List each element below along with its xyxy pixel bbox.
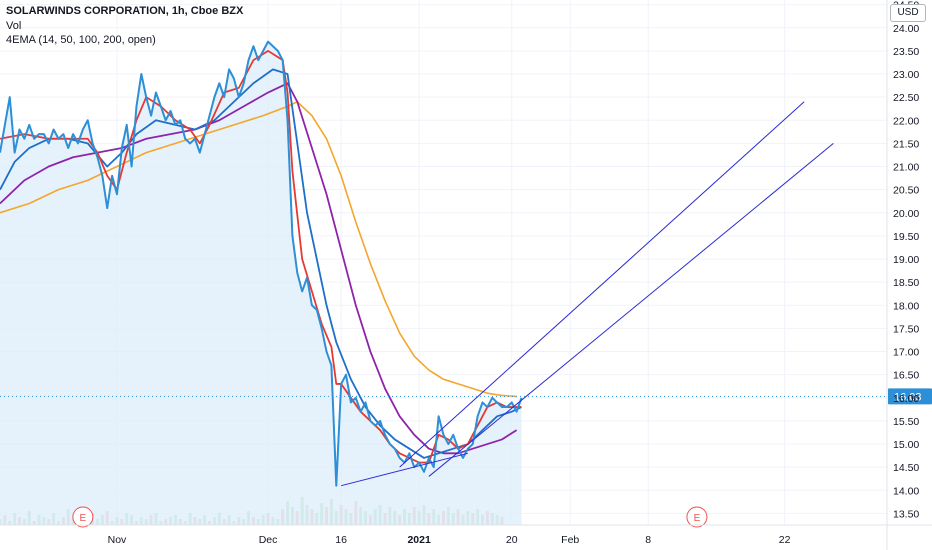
y-tick-label: 23.50 [893, 46, 919, 58]
y-tick-label: 20.00 [893, 208, 919, 220]
trend-line [428, 143, 834, 477]
y-tick-label: 21.00 [893, 162, 919, 174]
x-tick-label: Nov [108, 534, 127, 546]
x-tick-label: 16 [335, 534, 347, 546]
y-tick-label: 19.50 [893, 231, 919, 243]
last-price-label: 16.03 [894, 391, 922, 403]
last-price-badge [888, 388, 932, 405]
y-tick-label: 19.00 [893, 254, 919, 266]
y-tick-label: 17.50 [893, 323, 919, 335]
earnings-marker [686, 506, 708, 528]
y-tick-label: 21.50 [893, 138, 919, 150]
series-lines [0, 40, 523, 487]
ema-indicator-label[interactable]: 4EMA (14, 50, 100, 200, open) [6, 34, 156, 46]
y-tick-label: 15.50 [893, 416, 919, 428]
y-tick-label: 22.00 [893, 115, 919, 127]
ema14-line [0, 49, 522, 464]
x-tick-label: 8 [645, 534, 651, 546]
x-tick-label: Feb [561, 534, 579, 546]
chart-legend: SOLARWINDS CORPORATION, 1h, Cboe BZX Vol… [6, 4, 243, 48]
volume-indicator-label[interactable]: Vol [6, 19, 22, 32]
channel-lines[interactable] [341, 101, 834, 487]
y-tick-label: 16.50 [893, 370, 919, 382]
x-tick-label: 2021 [407, 534, 431, 546]
earnings-marker [72, 506, 94, 528]
trend-line [399, 101, 805, 468]
x-axis[interactable]: Nov Dec 16 2021 20 Feb 8 22 [0, 524, 932, 546]
currency-button[interactable]: USD [890, 4, 926, 22]
ema200-line [0, 100, 517, 398]
y-tick-label: 18.00 [893, 300, 919, 312]
y-tick-label: 13.50 [893, 508, 919, 520]
y-tick-label: 18.50 [893, 277, 919, 289]
y-tick-label: 16.00 [893, 393, 919, 405]
y-tick-label: 20.50 [893, 185, 919, 197]
symbol-title[interactable]: SOLARWINDS CORPORATION, 1h, Cboe BZX [6, 5, 244, 17]
y-tick-label: 24.00 [893, 23, 919, 35]
y-tick-label: 14.50 [893, 462, 919, 474]
y-tick-label: 15.00 [893, 439, 919, 451]
price-line [0, 40, 523, 487]
y-tick-label: 14.00 [893, 485, 919, 497]
x-tick-label: 22 [779, 534, 791, 546]
y-tick-label: 17.00 [893, 347, 919, 359]
y-tick-label: 23.00 [893, 69, 919, 81]
x-tick-label: 20 [506, 534, 518, 546]
y-tick-label: 22.50 [893, 92, 919, 104]
x-tick-label: Dec [259, 534, 278, 546]
last-price-line: 16.03 [0, 388, 932, 405]
ema100-line [0, 82, 518, 455]
y-axis[interactable]: 13.50 14.00 14.50 15.00 15.50 16.00 16.50 17.00… [886, 0, 919, 550]
earnings-marker-label: E [694, 513, 701, 524]
trend-line [341, 452, 468, 487]
earnings-marker-label: E [80, 513, 87, 524]
